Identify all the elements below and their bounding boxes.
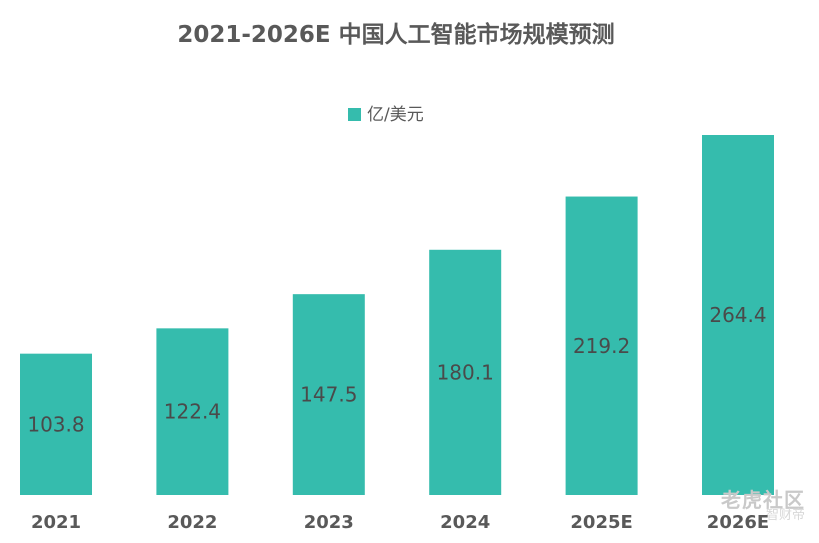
x-tick-2026E: 2026E <box>707 512 769 533</box>
bar-2026E <box>702 135 774 495</box>
bar-2025E <box>565 196 638 495</box>
value-label-2026E: 264.4 <box>709 303 766 327</box>
watermark-subtext: 智财帝 <box>765 508 805 523</box>
value-label-2022: 122.4 <box>164 400 221 424</box>
value-label-2023: 147.5 <box>300 383 357 407</box>
value-labels: 103.8 122.4 147.5 180.1 219.2 264.4 <box>27 303 766 436</box>
bar-2024 <box>429 249 502 495</box>
chart-title: 2021-2026E 中国人工智能市场规模预测 <box>177 21 614 48</box>
x-tick-2024: 2024 <box>440 512 490 533</box>
bar-2021 <box>20 353 92 495</box>
value-label-2025E: 219.2 <box>573 334 630 358</box>
legend: 亿/美元 <box>348 105 424 125</box>
bar-2023 <box>292 294 365 495</box>
x-tick-2025E: 2025E <box>570 512 632 533</box>
watermark-text: 老虎社区 <box>721 488 805 512</box>
watermark: 老虎社区 智财帝 <box>721 484 805 523</box>
bars <box>20 135 774 495</box>
x-tick-2023: 2023 <box>304 512 354 533</box>
x-axis-tick-labels: 2021 2022 2023 2024 2025E 2026E <box>31 512 769 533</box>
value-label-2024: 180.1 <box>437 360 494 384</box>
bar-2022 <box>156 328 229 495</box>
x-tick-2021: 2021 <box>31 512 81 533</box>
x-tick-2022: 2022 <box>167 512 217 533</box>
legend-swatch <box>348 108 361 121</box>
legend-label: 亿/美元 <box>367 105 424 125</box>
value-label-2021: 103.8 <box>27 412 84 436</box>
